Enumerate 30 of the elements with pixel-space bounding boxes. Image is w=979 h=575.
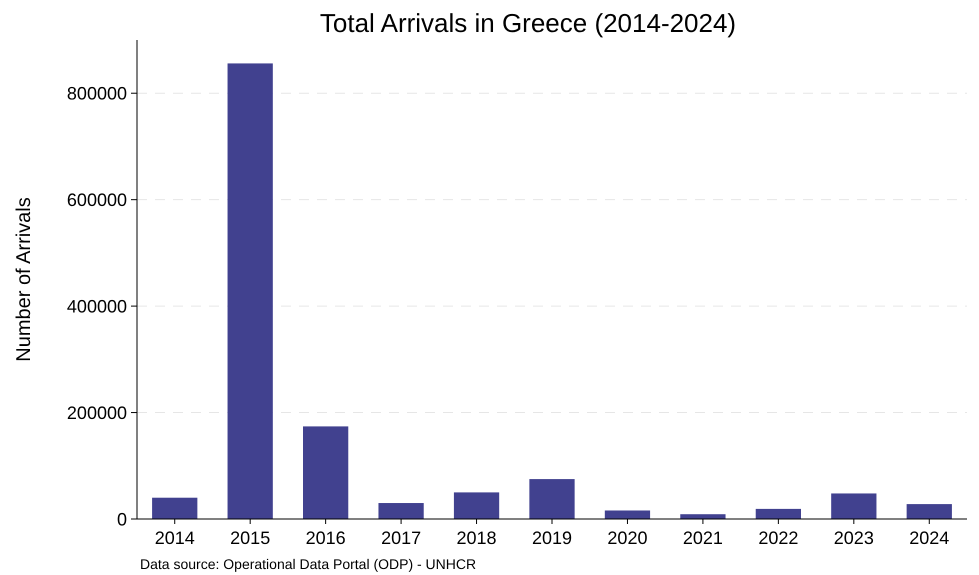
y-tick-label: 600000 bbox=[66, 190, 127, 210]
x-tick-label: 2023 bbox=[834, 528, 874, 548]
x-tick-label: 2020 bbox=[607, 528, 648, 548]
bar bbox=[454, 492, 500, 519]
x-tick-label: 2019 bbox=[532, 528, 572, 548]
bar bbox=[906, 504, 952, 519]
x-tick-label: 2022 bbox=[758, 528, 798, 548]
bar bbox=[831, 493, 876, 519]
bar bbox=[680, 514, 726, 519]
bar bbox=[604, 510, 650, 519]
bar bbox=[152, 498, 198, 519]
bar bbox=[303, 426, 348, 519]
y-tick-label: 200000 bbox=[66, 402, 127, 423]
x-tick-label: 2018 bbox=[456, 528, 497, 548]
x-tick-label: 2016 bbox=[306, 528, 346, 548]
source-note: Data source: Operational Data Portal (ODP) - UNHCR bbox=[140, 556, 476, 572]
x-tick-label: 2021 bbox=[682, 528, 723, 548]
y-tick-label: 800000 bbox=[66, 84, 127, 104]
bar bbox=[756, 508, 801, 519]
x-tick-label: 2017 bbox=[381, 528, 422, 548]
bar bbox=[228, 63, 273, 519]
x-tick-label: 2024 bbox=[909, 528, 950, 548]
x-tick-label: 2014 bbox=[154, 528, 195, 548]
chart-title: Total Arrivals in Greece (2014-2024) bbox=[320, 8, 736, 38]
y-axis-title: Number of Arrivals bbox=[13, 197, 35, 362]
bar bbox=[378, 503, 424, 519]
y-tick-label: 0 bbox=[116, 509, 127, 530]
bar bbox=[529, 479, 575, 519]
x-tick-label: 2015 bbox=[230, 528, 270, 548]
y-tick-label: 400000 bbox=[66, 296, 127, 316]
